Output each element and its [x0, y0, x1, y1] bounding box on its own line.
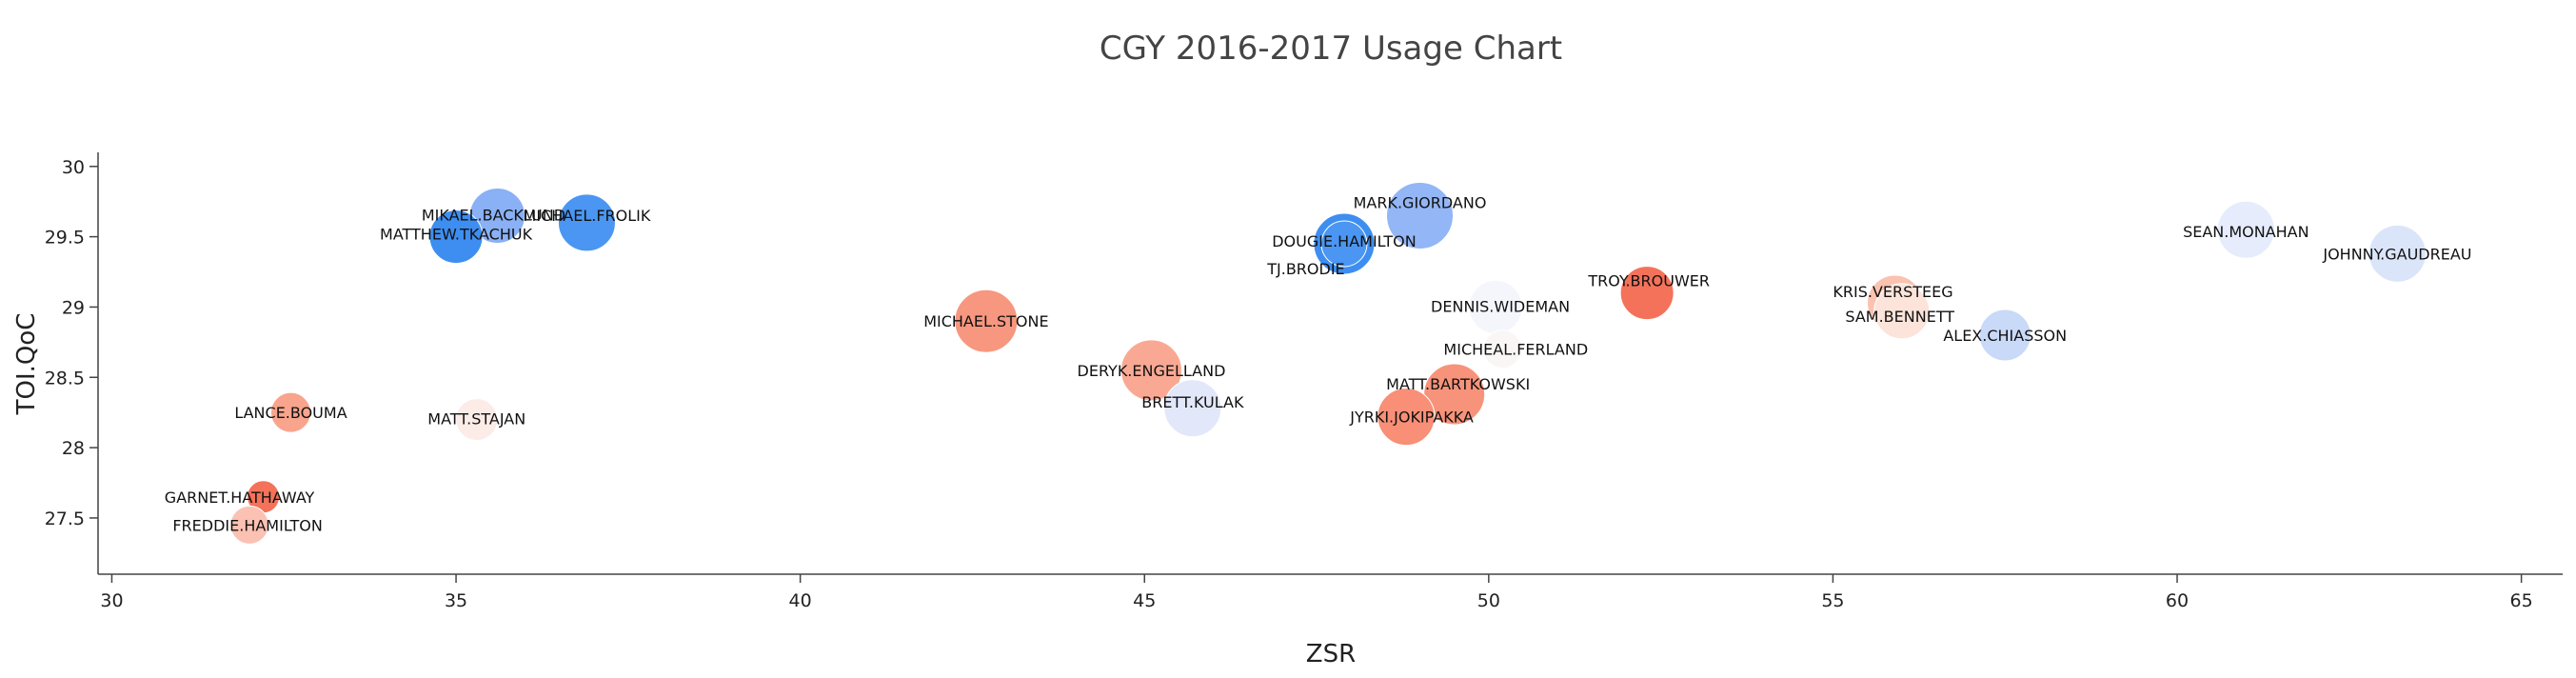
player-bubble [2216, 200, 2275, 259]
player-label: TJ.BRODIE [1266, 260, 1344, 278]
player-label: SEAN.MONAHAN [2183, 223, 2309, 241]
x-tick-label: 65 [2510, 590, 2533, 611]
player-bubble [1377, 388, 1436, 447]
player-bubble [1163, 379, 1222, 438]
player-label: JOHNNY.GAUDREAU [2322, 245, 2471, 263]
axis-ticks: 30 35 40 45 50 55 60 65 27.5 28 28.5 29 29.5 30 [45, 157, 2533, 611]
player-label: MATTHEW.TKACHUK [380, 226, 533, 244]
player-label: SAM.BENNETT [1845, 308, 1954, 326]
player-bubble [557, 193, 616, 252]
player-bubble [428, 209, 484, 265]
player-label: MATT.BARTKOWSKI [1386, 375, 1530, 393]
player-bubble [229, 505, 269, 545]
player-label: DOUGIE.HAMILTON [1272, 232, 1416, 250]
player-label: DENNIS.WIDEMAN [1431, 297, 1570, 315]
player-label: ALEX.CHIASSON [1943, 327, 2067, 345]
y-tick-label: 29.5 [45, 228, 85, 249]
player-label: MICHAEL.FROLIK [524, 207, 651, 225]
y-axis-title: TOI.QoC [12, 313, 41, 416]
y-tick-label: 30 [62, 157, 85, 178]
player-bubble [1320, 220, 1368, 268]
player-bubble [1619, 266, 1674, 321]
player-label: BRETT.KULAK [1141, 393, 1244, 411]
player-label: MIKAEL.BACKLUND [422, 206, 565, 224]
player-bubble [455, 398, 499, 442]
y-tick-label: 28 [62, 438, 85, 459]
x-tick-label: 60 [2166, 590, 2189, 611]
player-bubble [1873, 283, 1931, 340]
player-label: DERYK.ENGELLAND [1078, 362, 1226, 380]
player-label: TROY.BROUWER [1587, 272, 1710, 290]
player-bubble [2368, 224, 2427, 283]
player-bubble [954, 289, 1019, 353]
player-label: MICHAEL.STONE [923, 312, 1048, 330]
chart-title: CGY 2016-2017 Usage Chart [1100, 30, 1562, 68]
player-label: MICHEAL.FERLAND [1443, 341, 1588, 359]
x-axis-title: ZSR [1306, 640, 1356, 668]
player-label: MATT.STAJAN [427, 410, 525, 429]
player-label: JYRKI.JOKIPAKKA [1349, 409, 1474, 427]
y-tick-label: 28.5 [45, 368, 85, 389]
x-tick-label: 40 [789, 590, 812, 611]
y-tick-label: 29 [62, 297, 85, 318]
x-tick-label: 50 [1477, 590, 1500, 611]
player-bubble [1386, 181, 1455, 249]
data-points [229, 181, 2427, 545]
player-bubble [269, 391, 311, 433]
y-tick-label: 27.5 [45, 508, 85, 529]
player-label: MARK.GIORDANO [1354, 193, 1487, 211]
player-bubble [1120, 339, 1182, 402]
player-label: GARNET.HATHAWAY [165, 489, 315, 507]
x-tick-label: 45 [1133, 590, 1156, 611]
x-tick-label: 55 [1821, 590, 1844, 611]
x-tick-label: 35 [445, 590, 467, 611]
player-label: LANCE.BOUMA [234, 404, 347, 422]
player-label: FREDDIE.HAMILTON [172, 516, 323, 534]
data-labels: MIKAEL.BACKLUND MATTHEW.TKACHUKMICHAEL.FR… [165, 193, 2472, 534]
player-bubble [1978, 309, 2031, 362]
player-bubble [1482, 329, 1522, 369]
player-label: KRIS.VERSTEEG [1833, 283, 1952, 301]
x-tick-label: 30 [100, 590, 123, 611]
